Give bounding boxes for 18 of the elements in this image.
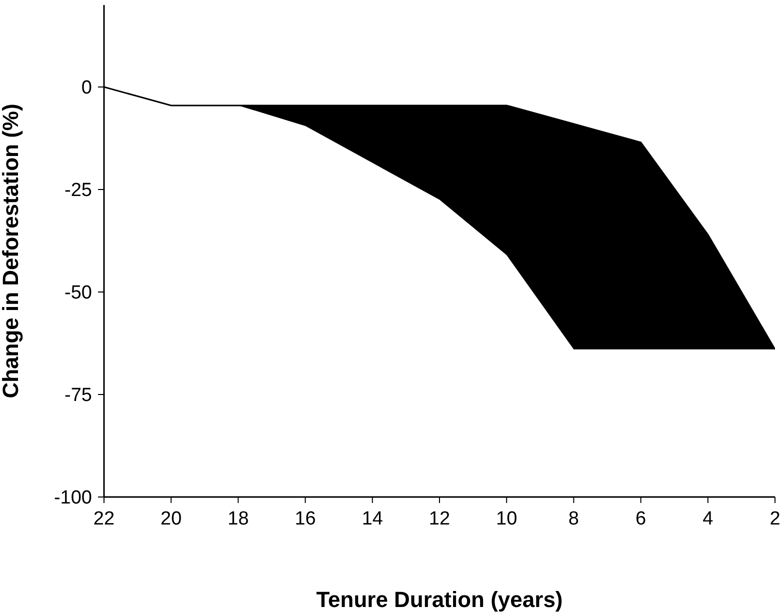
y-tick-label: -75 [64, 385, 92, 406]
x-tick-label: 4 [702, 508, 714, 530]
x-tick-label: 16 [294, 508, 316, 530]
x-tick-label: 8 [568, 508, 579, 530]
y-tick-label: -100 [54, 488, 92, 509]
x-tick-label: 12 [428, 508, 450, 530]
y-tick-label: 0 [81, 78, 92, 99]
x-tick-label: 20 [160, 508, 182, 530]
x-tick-label: 18 [228, 508, 249, 530]
x-tick-label: 22 [93, 508, 115, 530]
y-axis-title: Change in Deforestation (%) [0, 104, 23, 398]
x-tick-label: 10 [496, 508, 518, 530]
x-axis-title: Tenure Duration (years) [316, 587, 563, 612]
y-tick-label: -50 [64, 282, 92, 304]
x-tick-label: 6 [636, 508, 646, 530]
x-tick-label: 14 [362, 508, 384, 530]
x-tick-label: 2 [770, 508, 780, 530]
y-tick-label: -25 [64, 180, 92, 202]
